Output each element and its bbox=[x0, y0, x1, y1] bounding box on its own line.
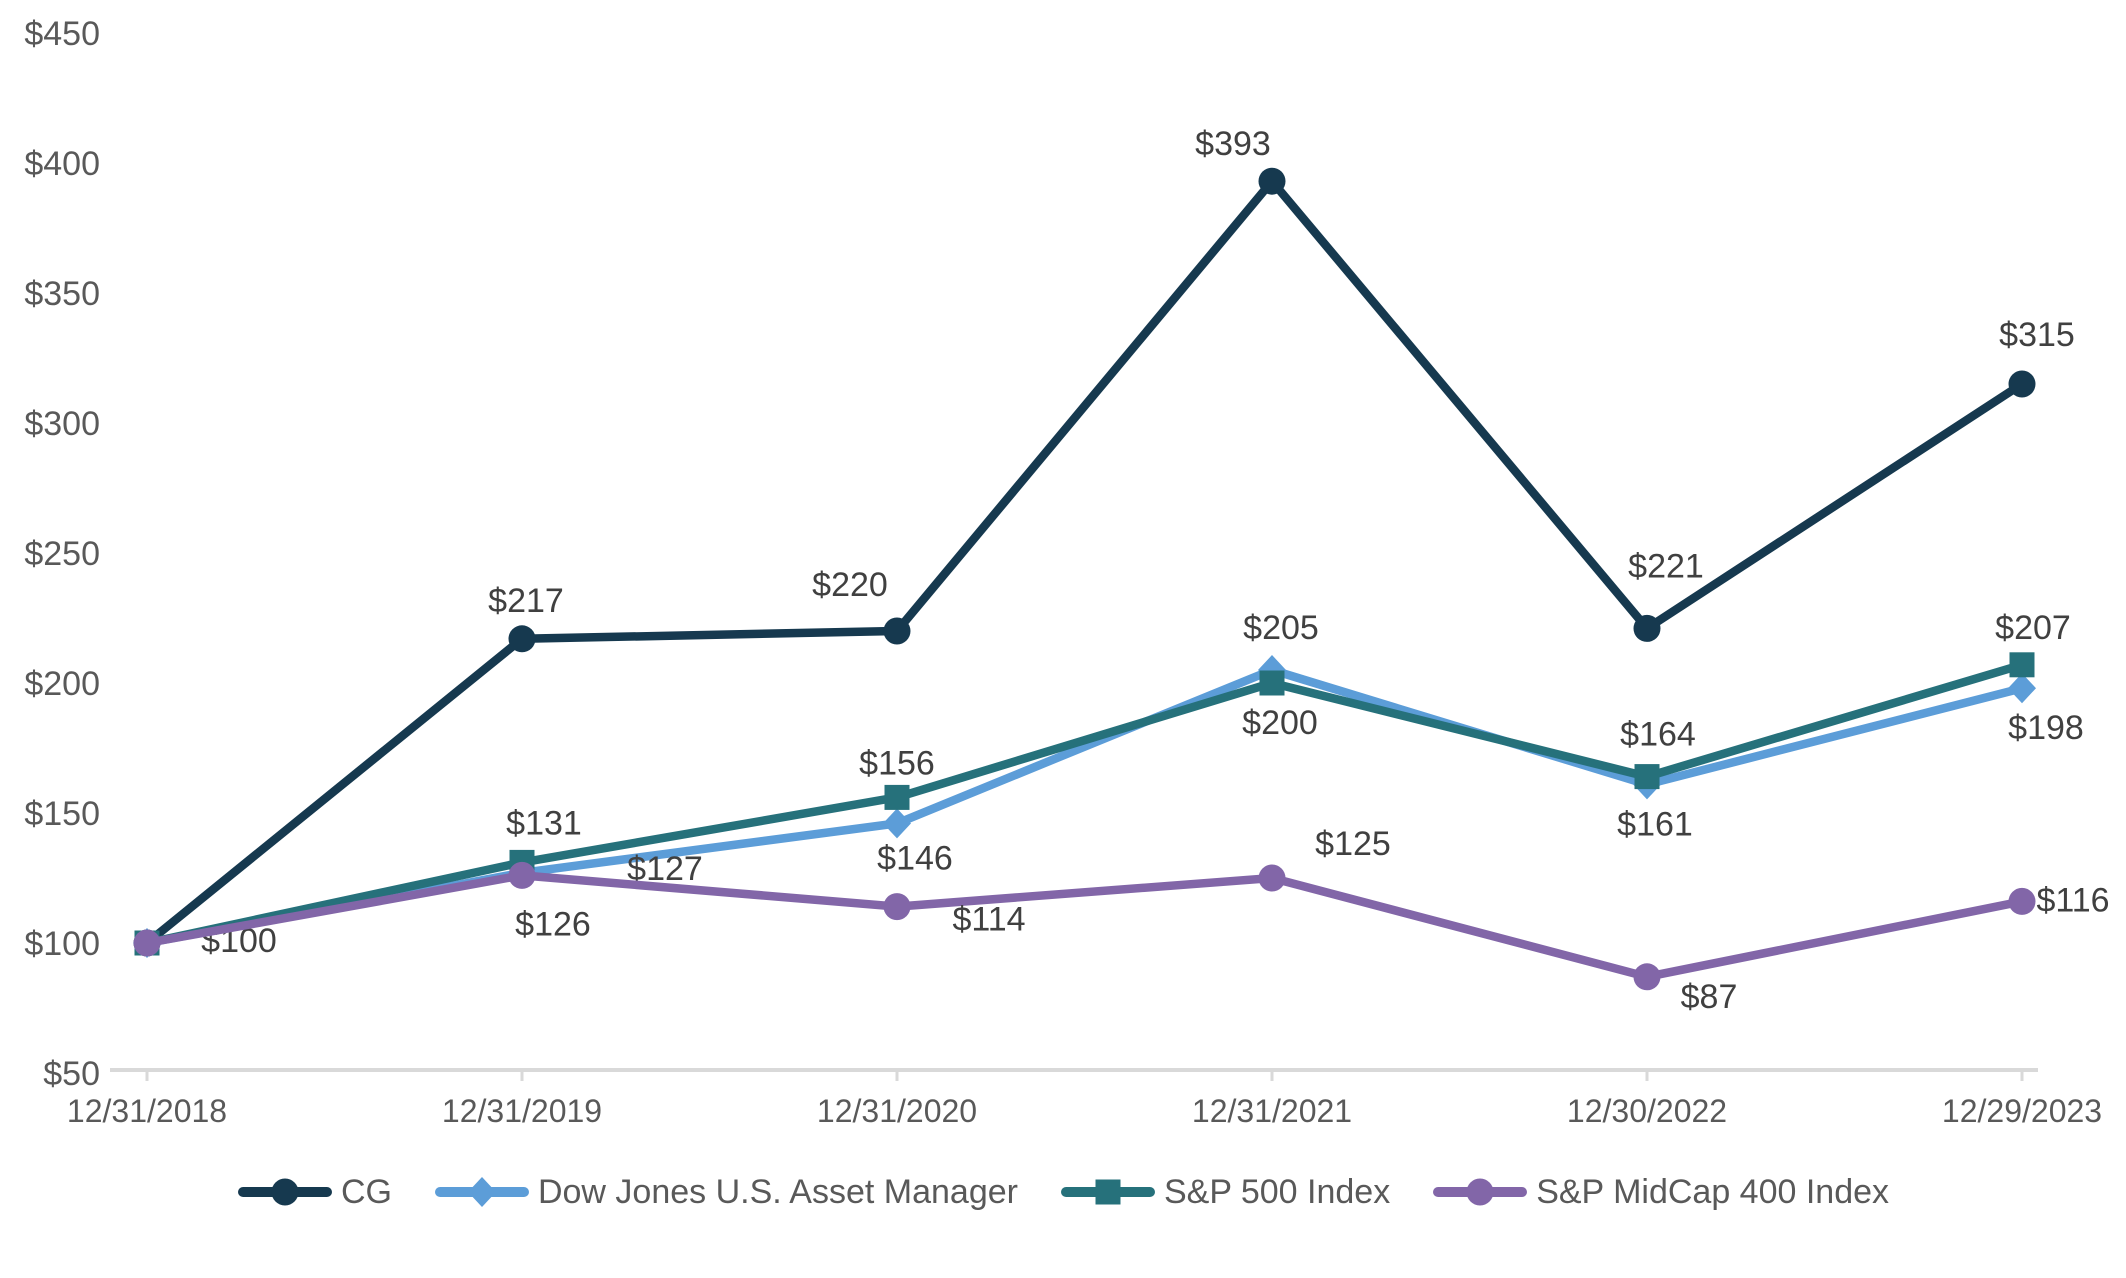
chart-legend: CG Dow Jones U.S. Asset Manager S&P 500 In… bbox=[0, 1158, 2126, 1226]
legend-item-s-p-midcap-400-index: S&P MidCap 400 Index bbox=[1432, 1173, 1889, 1212]
legend-marker-diamond-icon bbox=[434, 1177, 529, 1207]
data-point-label: $126 bbox=[515, 905, 591, 943]
data-point-label: $116 bbox=[2036, 881, 2109, 919]
x-axis: 12/31/2018 12/31/2019 12/31/2020 12/31/2021… bbox=[67, 1068, 2102, 1129]
y-axis-tick-label: $300 bbox=[24, 405, 100, 443]
performance-line-chart: $450$400$350$300$250$200$150$100$5012/31… bbox=[24, 15, 2110, 1129]
data-point-marker bbox=[2009, 652, 2035, 678]
data-point-label: $125 bbox=[1315, 825, 1391, 863]
y-axis-tick-label: $100 bbox=[24, 925, 100, 963]
data-point-label: $205 bbox=[1243, 609, 1319, 647]
data-point-label: $220 bbox=[812, 566, 888, 604]
x-axis-tick-label: 12/31/2021 bbox=[1192, 1093, 1352, 1129]
data-point-label: $315 bbox=[1999, 316, 2075, 354]
data-point-label: $393 bbox=[1195, 125, 1271, 163]
y-axis-tick-label: $350 bbox=[24, 275, 100, 313]
legend-label: Dow Jones U.S. Asset Manager bbox=[537, 1172, 1018, 1211]
data-point-label: $156 bbox=[859, 744, 935, 782]
data-point-marker bbox=[271, 1178, 299, 1206]
series-line bbox=[142, 176, 2027, 948]
series-s-p-500-index: $131 $156 $200 $164 $207 bbox=[134, 609, 2071, 956]
y-axis-tick-label: $200 bbox=[24, 665, 100, 703]
legend-label: S&P 500 Index bbox=[1163, 1172, 1391, 1211]
data-point-label: $146 bbox=[877, 839, 953, 877]
data-point-marker bbox=[1258, 864, 1286, 892]
data-point-marker bbox=[467, 1177, 496, 1207]
y-axis-tick-label: $150 bbox=[24, 795, 100, 833]
data-point-marker bbox=[133, 929, 161, 957]
data-point-marker bbox=[1095, 1179, 1121, 1205]
data-point-marker bbox=[1633, 963, 1661, 991]
data-point-marker bbox=[883, 617, 911, 645]
x-axis-tick-label: 12/29/2023 bbox=[1942, 1093, 2102, 1129]
data-point-marker bbox=[508, 861, 536, 889]
data-point-label: $198 bbox=[2008, 709, 2084, 747]
data-point-label: $161 bbox=[1617, 805, 1693, 843]
series-cg: $100$217 $220$393$221$315 bbox=[133, 125, 2075, 960]
y-axis: $450 $400 $350 $300 $250 $200 $150 $100 $50 bbox=[24, 15, 100, 1093]
y-axis-tick-label: $250 bbox=[24, 535, 100, 573]
data-point-marker bbox=[1633, 614, 1661, 642]
data-point-label: $131 bbox=[506, 804, 582, 842]
legend-item-s-p-500-index: S&P 500 Index bbox=[1060, 1173, 1390, 1212]
series-line bbox=[142, 871, 2027, 982]
series-line bbox=[142, 660, 2027, 948]
data-point-marker bbox=[1634, 764, 1660, 790]
data-point-label: $200 bbox=[1242, 704, 1318, 742]
x-axis-tick-label: 12/31/2020 bbox=[817, 1093, 977, 1129]
legend-marker-circle-icon bbox=[237, 1178, 332, 1206]
y-axis-tick-label: $400 bbox=[24, 145, 100, 183]
legend-label: CG bbox=[340, 1172, 392, 1211]
data-point-label: $114 bbox=[952, 901, 1025, 939]
y-axis-tick-label: $450 bbox=[24, 15, 100, 53]
data-point-marker bbox=[508, 625, 536, 653]
x-axis-tick-label: 12/30/2022 bbox=[1567, 1093, 1727, 1129]
legend-item-cg: CG bbox=[237, 1173, 392, 1212]
x-axis-tick-label: 12/31/2018 bbox=[67, 1093, 227, 1129]
data-point-marker bbox=[2008, 370, 2036, 398]
data-point-marker bbox=[883, 808, 911, 839]
data-point-marker bbox=[1258, 167, 1286, 195]
data-point-marker bbox=[1466, 1178, 1494, 1206]
legend-item-dow-jones-u-s-asset-manager: Dow Jones U.S. Asset Manager bbox=[434, 1173, 1018, 1212]
y-axis-tick-label: $50 bbox=[43, 1055, 100, 1093]
data-point-marker bbox=[1259, 670, 1285, 696]
legend-marker-circle-icon bbox=[1433, 1178, 1528, 1206]
legend-marker-square-icon bbox=[1060, 1179, 1155, 1205]
data-point-marker bbox=[883, 893, 911, 921]
data-point-label: $87 bbox=[1681, 978, 1738, 1016]
legend-label: S&P MidCap 400 Index bbox=[1536, 1172, 1890, 1211]
data-point-label: $207 bbox=[1995, 609, 2071, 647]
data-point-label: $164 bbox=[1620, 716, 1696, 754]
data-point-marker bbox=[2008, 673, 2036, 704]
data-point-marker bbox=[2008, 887, 2036, 915]
series-s-p-midcap-400-index: $126 $114 $125 $87 $116 bbox=[133, 825, 2110, 1016]
series-dow-jones-u-s-asset-manager: $127 $146$205$161$198 bbox=[133, 609, 2084, 958]
data-point-label: $221 bbox=[1628, 547, 1704, 585]
data-point-marker bbox=[884, 784, 910, 810]
data-point-label: $217 bbox=[488, 582, 564, 620]
x-axis-tick-label: 12/31/2019 bbox=[442, 1093, 602, 1129]
